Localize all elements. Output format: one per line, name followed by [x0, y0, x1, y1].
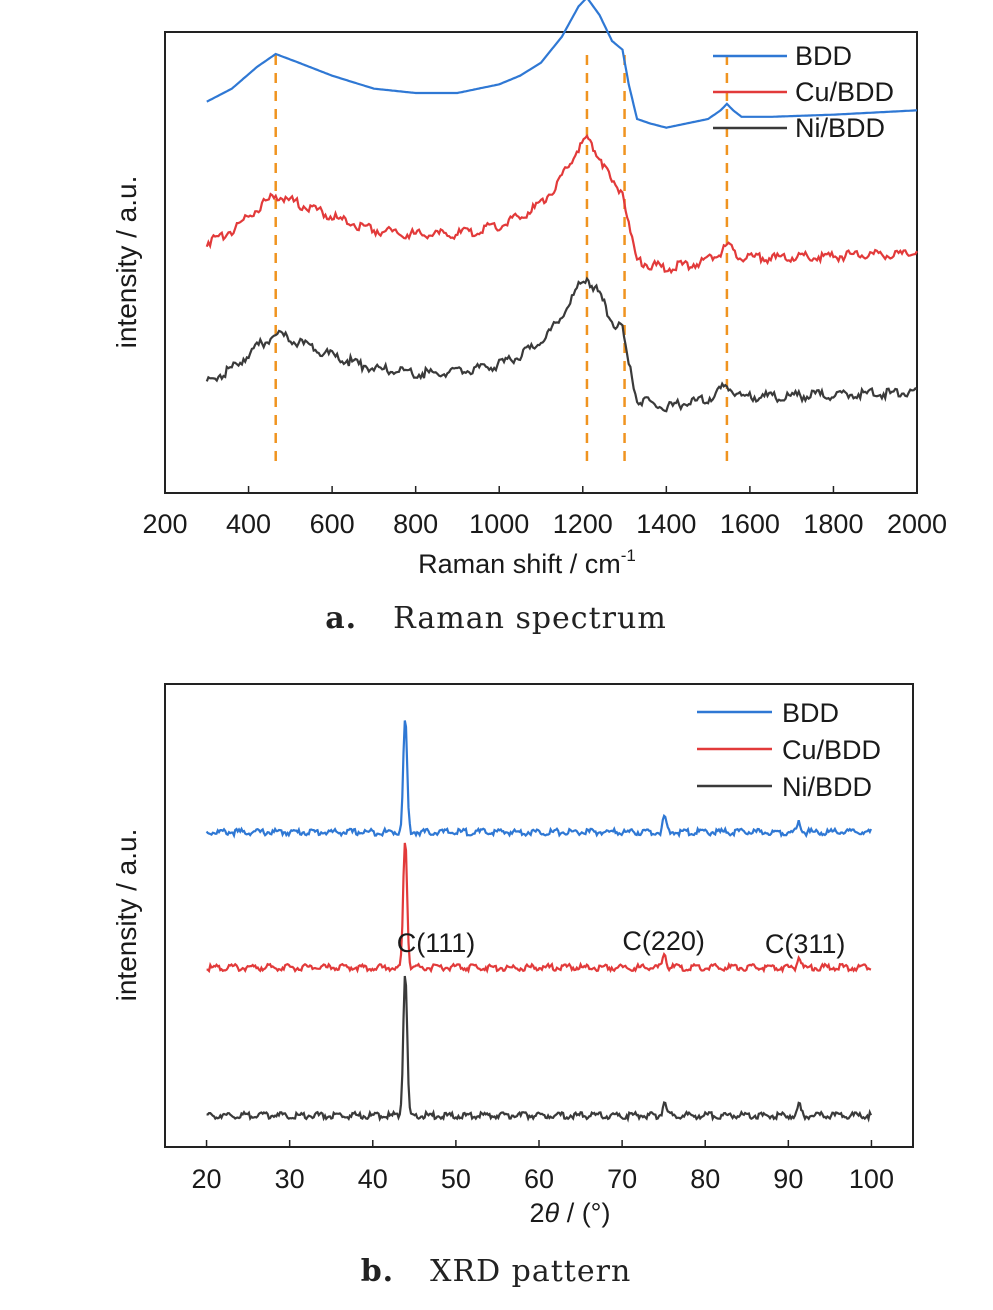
xrd-x-tick-label: 70 [607, 1164, 637, 1194]
xrd-series-line-0 [205, 720, 873, 839]
xrd-x-tick-label: 50 [441, 1164, 471, 1194]
xrd-legend-label-ni: Ni/BDD [782, 772, 872, 802]
raman-x-ticks: 200 400 600 800 1000 1200 1400 1600 1800 2000 [142, 486, 947, 539]
xrd-legend-label-cu: Cu/BDD [782, 735, 881, 765]
raman-legend: BDD Cu/BDD Ni/BDD [713, 41, 894, 143]
raman-caption: a. Raman spectrum [325, 601, 667, 636]
raman-x-tick-label: 1000 [469, 509, 529, 539]
xrd-legend: BDD Cu/BDD Ni/BDD [697, 698, 881, 802]
xrd-x-tick-label: 100 [849, 1164, 894, 1194]
raman-guide-lines [274, 55, 729, 468]
xrd-y-axis-label: intensity / a.u. [111, 829, 142, 1002]
xrd-x-tick-label: 90 [773, 1164, 803, 1194]
xrd-peak-label: C(111) [397, 928, 476, 958]
raman-x-tick-label: 2000 [887, 509, 947, 539]
xrd-x-tick-label: 60 [524, 1164, 554, 1194]
xrd-peak-label: C(220) [622, 926, 705, 956]
xrd-caption: b. XRD pattern [361, 1254, 632, 1289]
xrd-legend-label-bdd: BDD [782, 698, 839, 728]
xrd-x-ticks: 20 30 40 50 60 70 80 90 100 [192, 1140, 894, 1194]
raman-x-tick-label: 1200 [553, 509, 613, 539]
raman-x-tick-label: 600 [310, 509, 355, 539]
raman-x-tick-label: 1600 [720, 509, 780, 539]
raman-series-line-1 [205, 134, 918, 275]
xrd-x-tick-label: 20 [192, 1164, 222, 1194]
raman-y-axis-label: intensity / a.u. [111, 176, 142, 349]
raman-legend-label-bdd: BDD [795, 41, 852, 71]
xrd-peak-annotations: C(111) C(220) C(311) [397, 926, 846, 959]
raman-series-group [205, 0, 918, 413]
xrd-series-line-2 [206, 975, 873, 1123]
raman-x-tick-label: 800 [393, 509, 438, 539]
xrd-x-tick-label: 80 [690, 1164, 720, 1194]
raman-series-line-0 [206, 0, 918, 129]
xrd-panel: 20 30 40 50 60 70 80 90 100 C(111) C(220) C(311) i… [111, 683, 914, 1289]
xrd-peak-label: C(311) [765, 929, 846, 959]
xrd-x-tick-label: 30 [275, 1164, 305, 1194]
raman-series-line-2 [205, 276, 918, 413]
raman-x-tick-label: 200 [142, 509, 187, 539]
xrd-x-tick-label: 40 [358, 1164, 388, 1194]
raman-x-axis-label: Raman shift / cm-1 [418, 546, 636, 579]
raman-x-tick-label: 1400 [636, 509, 696, 539]
raman-x-tick-label: 400 [226, 509, 271, 539]
raman-legend-label-cu: Cu/BDD [795, 77, 894, 107]
xrd-series-line-1 [206, 842, 872, 974]
raman-plot-frame [164, 31, 918, 494]
xrd-x-axis-label: 2θ / (°) [530, 1198, 611, 1228]
raman-panel: 200 400 600 800 1000 1200 1400 1600 1800 2000 int… [111, 0, 947, 636]
raman-x-tick-label: 1800 [803, 509, 863, 539]
xrd-series-group [205, 720, 873, 1123]
raman-legend-label-ni: Ni/BDD [795, 113, 885, 143]
